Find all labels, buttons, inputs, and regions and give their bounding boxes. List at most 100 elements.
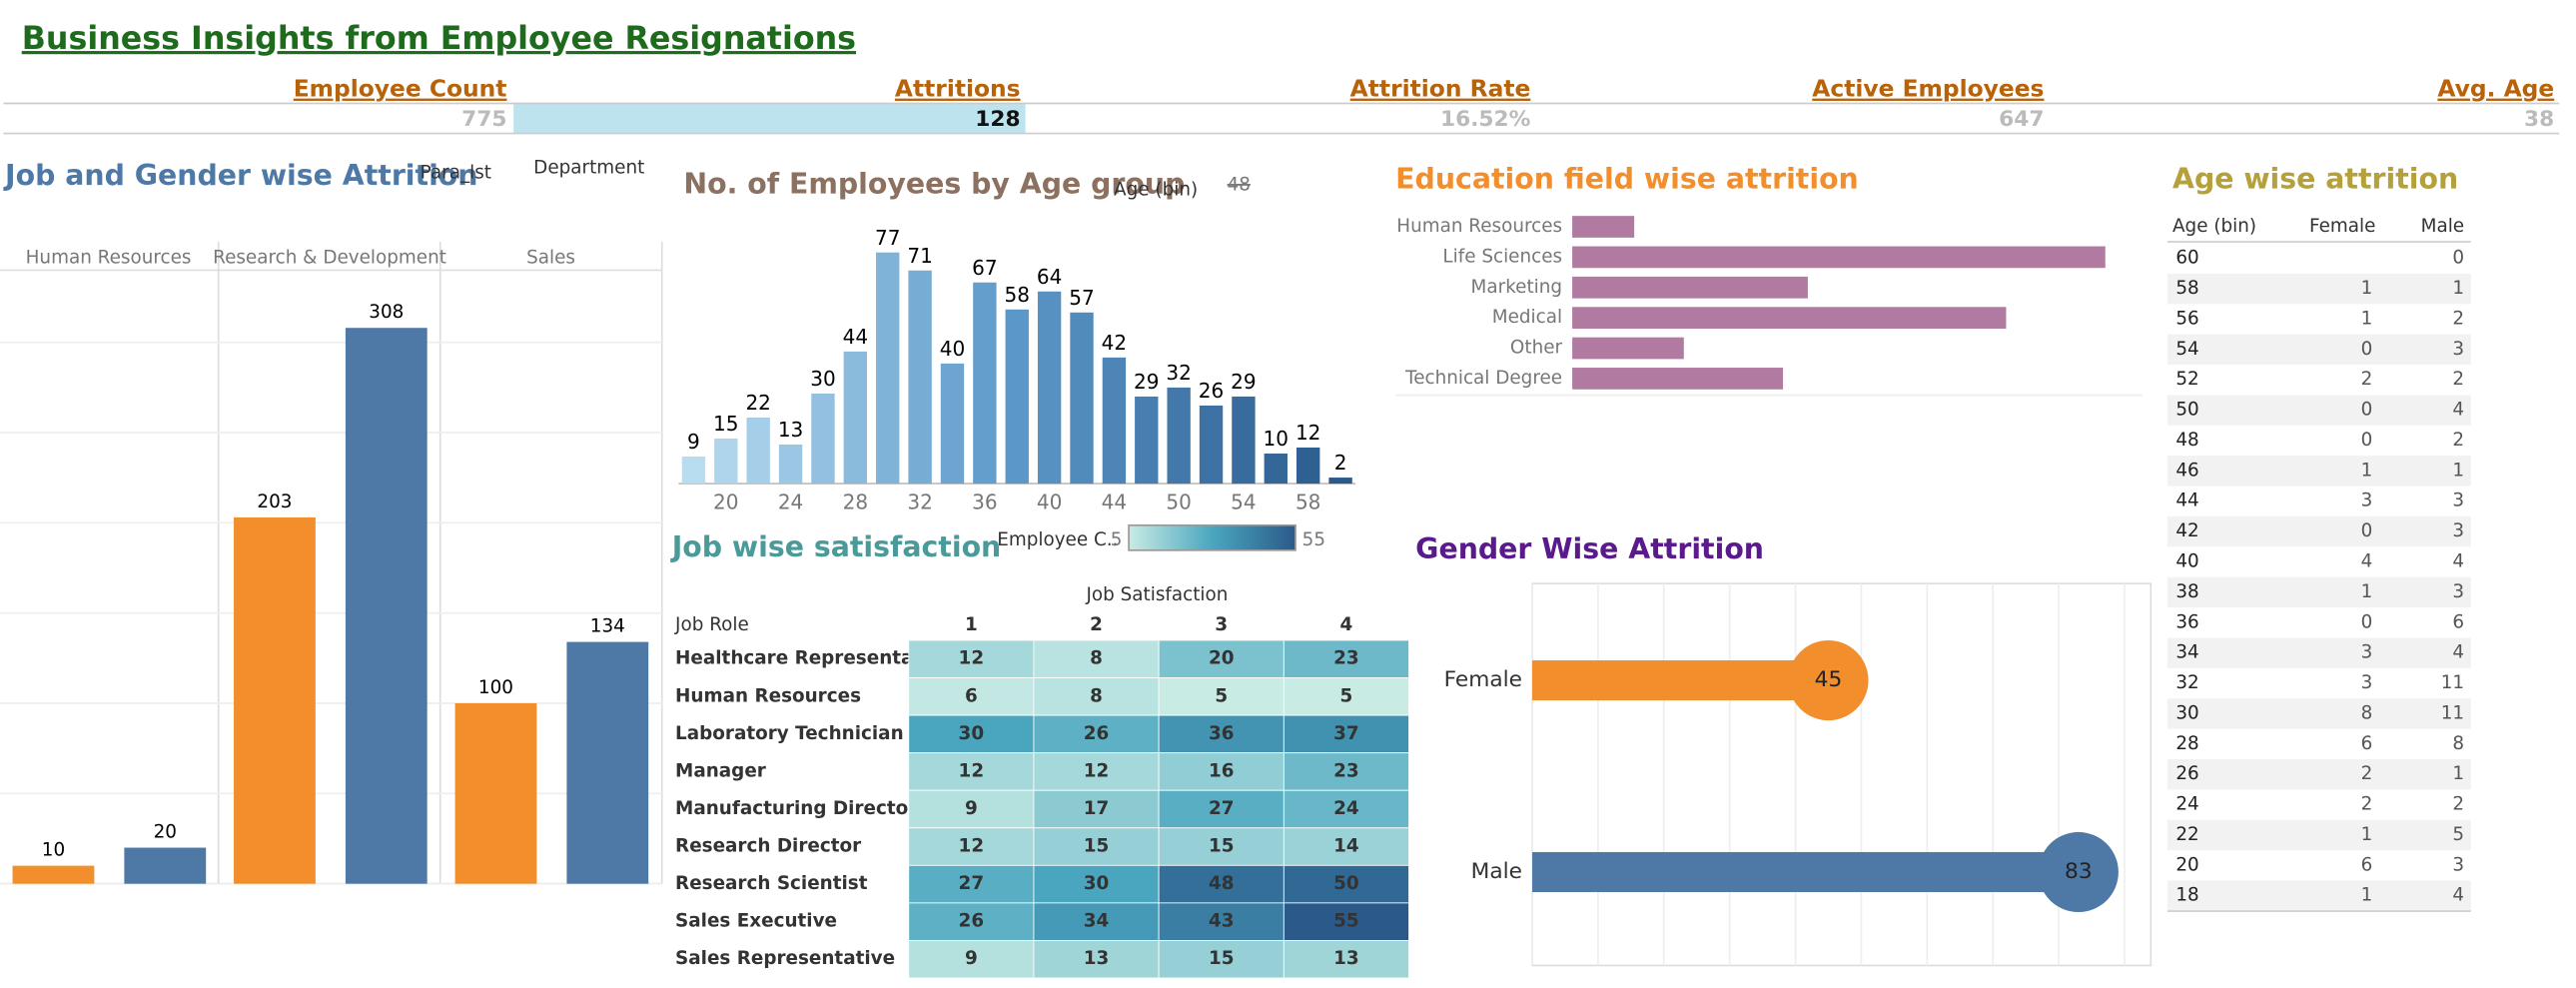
bar (1572, 368, 1784, 390)
table-cell: 3 (2361, 491, 2373, 511)
bar (234, 516, 316, 884)
bar (12, 865, 95, 884)
table-cell: 34 (2175, 642, 2198, 663)
row-stripe (2167, 880, 2471, 911)
row-label: Healthcare Representative (675, 648, 953, 669)
data-label: 29 (1134, 370, 1159, 394)
table-cell: 4 (2361, 551, 2373, 572)
row-label: Manufacturing Director (675, 798, 917, 819)
bar (345, 328, 428, 884)
table-cell: 11 (2441, 672, 2464, 693)
table-cell: 3 (2452, 581, 2464, 602)
lollipop-stem (1532, 851, 2079, 893)
heat-cell (1283, 789, 1409, 829)
table-cell: 6 (2361, 854, 2373, 875)
row-label: Sales Representative (675, 948, 895, 969)
y-tick-label: Male (1471, 859, 1522, 884)
table-cell: 1 (2361, 885, 2373, 906)
kpi-label: Avg. Age (2437, 75, 2554, 103)
table-cell: 5 (2452, 824, 2464, 845)
row-label: Research Scientist (675, 873, 868, 894)
heat-cell (908, 902, 1035, 941)
bar (1102, 357, 1127, 485)
bar (843, 351, 868, 485)
x-tick-label: 32 (907, 491, 932, 514)
bar (1167, 387, 1191, 485)
row-stripe (2167, 515, 2471, 547)
table-cell: 50 (2175, 400, 2198, 421)
bar (876, 252, 900, 485)
bar (1572, 246, 2106, 269)
y-tick-label: Other (1510, 338, 1563, 359)
kpi-value: 775 (461, 107, 506, 132)
lollipop-stem (1532, 660, 1829, 701)
bar (778, 445, 803, 485)
cell-label: 8 (1090, 648, 1103, 669)
heat-cell (908, 789, 1035, 829)
table-cell: 0 (2361, 400, 2373, 421)
table-cell: 2 (2452, 430, 2464, 451)
x-tick-label: 44 (1102, 491, 1127, 514)
column-header: 2 (1090, 614, 1103, 635)
table-cell: 3 (2452, 339, 2464, 360)
data-label: 77 (875, 226, 900, 250)
bar (811, 393, 835, 485)
table-cell: 0 (2361, 611, 2373, 632)
cell-label: 30 (959, 723, 985, 744)
bar (124, 847, 207, 884)
bar (1572, 337, 1684, 360)
table-cell: 1 (2361, 278, 2373, 299)
row-label: Human Resources (675, 685, 861, 706)
cell-label: 12 (959, 836, 985, 857)
bar (454, 703, 537, 884)
data-label: 100 (478, 677, 513, 698)
bar (973, 282, 997, 485)
row-stripe (2167, 819, 2471, 851)
cell-label: 36 (1209, 723, 1235, 744)
data-label: 42 (1102, 331, 1127, 355)
cell-label: 55 (1333, 911, 1359, 932)
table-cell: 58 (2175, 278, 2198, 299)
x-tick-label: 24 (778, 491, 803, 514)
row-label: Laboratory Technician (675, 723, 904, 744)
table-cell: 1 (2361, 308, 2373, 329)
bar (714, 438, 738, 485)
cell-label: 5 (1215, 685, 1228, 706)
heat-cell (1033, 902, 1160, 941)
table-cell: 1 (2361, 824, 2373, 845)
table-cell: 32 (2175, 672, 2198, 693)
chart-title: Gender Wise Attrition (1415, 532, 1764, 565)
data-label: 20 (154, 822, 177, 843)
table-cell: 1 (2452, 460, 2464, 481)
table-cell: 11 (2441, 702, 2464, 723)
row-stripe (2167, 637, 2471, 668)
data-label: 45 (1815, 667, 1843, 692)
table-cell: 2 (2452, 369, 2464, 390)
x-title: Job Satisfaction (1086, 584, 1229, 605)
y-tick-label: Technical Degree (1404, 368, 1562, 389)
bar (908, 270, 932, 485)
legend-max: 55 (1302, 529, 1325, 550)
legend-title: Age (bin) (1114, 179, 1198, 200)
table-cell: 3 (2452, 491, 2464, 511)
y-tick-label: Marketing (1471, 277, 1563, 298)
bar (1264, 454, 1288, 485)
bar (1572, 276, 1808, 299)
column-header: Female (2309, 216, 2375, 237)
cell-label: 5 (1340, 685, 1353, 706)
table-cell: 2 (2452, 794, 2464, 815)
bar (1199, 405, 1224, 485)
table-cell: 30 (2175, 702, 2198, 723)
table-cell: 4 (2452, 400, 2464, 421)
row-stripe (2167, 576, 2471, 608)
data-label: 308 (369, 302, 404, 323)
data-label: 12 (1295, 421, 1320, 445)
x-tick-label: 28 (843, 491, 868, 514)
y-tick-label: Female (1444, 667, 1522, 692)
filter-label: Para_lst (421, 163, 491, 184)
table-cell: 4 (2452, 642, 2464, 663)
panel-header: Sales (526, 248, 575, 269)
bar (940, 363, 965, 485)
table-cell: 52 (2175, 369, 2198, 390)
